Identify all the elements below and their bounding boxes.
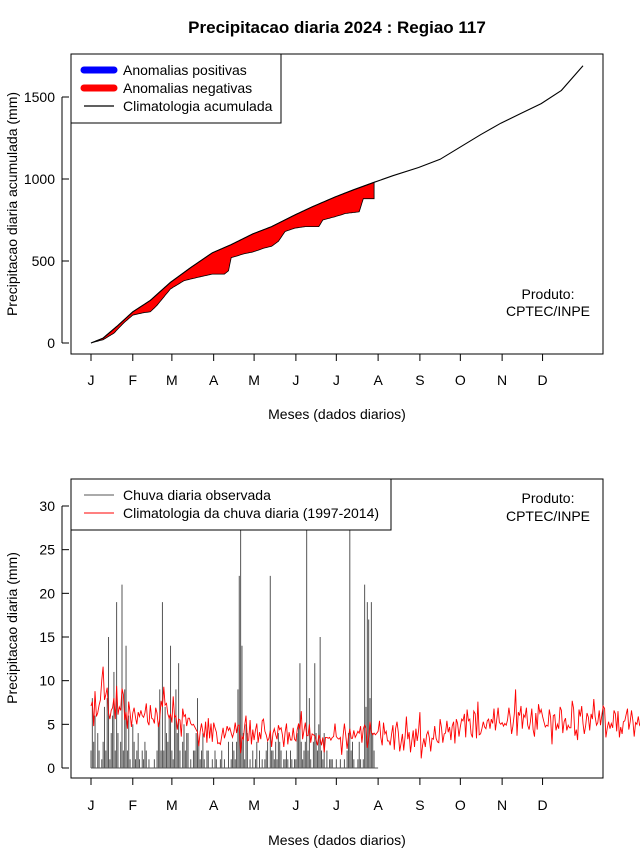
top-product-label-line2: CPTEC/INPE <box>506 303 590 319</box>
top-x-tick-label: J <box>333 372 340 388</box>
bottom-panel: 0 5 10 15 20 25 30 J F M A M J J A S O N D Precipitacao d… <box>4 478 640 848</box>
bottom-x-tick-label: J <box>292 797 299 813</box>
bottom-y-tick-label: 0 <box>47 760 55 776</box>
top-x-tick-label: M <box>166 372 178 388</box>
bottom-x-tick-label: O <box>455 797 466 813</box>
bottom-x-tick-label: N <box>497 797 507 813</box>
bottom-legend-box <box>70 478 392 531</box>
bottom-y-tick-label: 30 <box>39 498 55 514</box>
top-product-label-line1: Produto: <box>522 286 575 302</box>
bottom-product-label-line1: Produto: <box>522 490 575 506</box>
bottom-x-tick-label: M <box>166 797 178 813</box>
top-x-tick-label: A <box>373 372 383 388</box>
top-x-tick-label: S <box>415 372 424 388</box>
top-x-tick-label: F <box>129 372 138 388</box>
bottom-y-axis: 0 5 10 15 20 25 30 <box>39 498 69 776</box>
top-panel: 0 500 1000 1500 J F M A M J J A S O N D Precipitacao d… <box>4 53 604 422</box>
bottom-x-tick-label: S <box>415 797 424 813</box>
bottom-legend: Chuva diaria observada Climatologia da c… <box>70 478 392 531</box>
top-x-tick-label: M <box>248 372 260 388</box>
top-x-axis-label: Meses (dados diarios) <box>268 406 406 422</box>
top-y-tick-label: 0 <box>47 335 55 351</box>
top-legend: Anomalias positivas Anomalias negativas … <box>70 53 282 124</box>
bottom-product-label-line2: CPTEC/INPE <box>506 508 590 524</box>
legend-label-daily-climatology: Climatologia da chuva diaria (1997-2014) <box>123 505 379 521</box>
top-climatology-line <box>90 65 584 344</box>
bottom-x-tick-label: D <box>537 797 547 813</box>
legend-label-positive: Anomalias positivas <box>123 62 247 78</box>
legend-label-observed: Chuva diaria observada <box>123 487 271 503</box>
top-y-tick-label: 1000 <box>24 171 55 187</box>
top-x-tick-label: J <box>292 372 299 388</box>
top-x-tick-label: N <box>497 372 507 388</box>
bottom-x-tick-label: M <box>248 797 260 813</box>
bottom-climatology-line <box>90 666 640 759</box>
bottom-x-tick-label: A <box>209 797 219 813</box>
legend-label-negative: Anomalias negativas <box>123 80 252 96</box>
legend-label-climatology: Climatologia acumulada <box>123 98 273 114</box>
bottom-x-tick-label: J <box>333 797 340 813</box>
top-x-tick-label: A <box>209 372 219 388</box>
bottom-y-tick-label: 5 <box>47 716 55 732</box>
bottom-y-tick-label: 10 <box>39 673 55 689</box>
bottom-y-tick-label: 20 <box>39 585 55 601</box>
top-x-tick-label: O <box>455 372 466 388</box>
bottom-x-tick-label: F <box>129 797 138 813</box>
top-x-tick-label: D <box>537 372 547 388</box>
top-y-axis: 0 500 1000 1500 <box>24 89 69 351</box>
top-y-tick-label: 500 <box>32 253 56 269</box>
bottom-y-tick-label: 15 <box>39 629 55 645</box>
bottom-y-tick-label: 25 <box>39 542 55 558</box>
top-x-tick-label: J <box>88 372 95 388</box>
bottom-x-tick-label: A <box>373 797 383 813</box>
bottom-x-axis-label: Meses (dados diarios) <box>268 832 406 848</box>
bottom-observed-bars <box>90 497 379 769</box>
top-y-tick-label: 1500 <box>24 89 55 105</box>
top-y-axis-label: Precipitacao diaria acumulada (mm) <box>4 92 20 316</box>
chart-title: Precipitacao diaria 2024 : Regiao 117 <box>188 18 486 37</box>
bottom-x-tick-label: J <box>88 797 95 813</box>
bottom-y-axis-label: Precipitacao diaria (mm) <box>4 552 20 704</box>
